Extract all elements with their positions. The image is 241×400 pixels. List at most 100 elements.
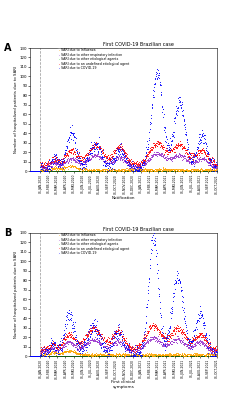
- Point: [30, 168, 33, 174]
- Point: [124, 168, 128, 174]
- Point: [113, 331, 117, 337]
- Point: [127, 168, 131, 174]
- Point: [55, 168, 59, 174]
- Point: [82, 166, 86, 172]
- Point: [163, 147, 167, 153]
- Point: [88, 352, 92, 359]
- Point: [122, 338, 126, 344]
- Point: [44, 167, 48, 173]
- Point: [132, 346, 136, 352]
- Point: [122, 148, 126, 154]
- Point: [91, 322, 95, 328]
- Point: [75, 165, 79, 171]
- Point: [128, 347, 132, 353]
- Point: [142, 331, 146, 337]
- Point: [136, 163, 140, 169]
- Point: [130, 353, 134, 359]
- Point: [162, 341, 166, 348]
- Point: [154, 352, 158, 358]
- Point: [203, 156, 207, 162]
- Point: [136, 168, 140, 174]
- Point: [37, 353, 41, 359]
- Point: [200, 341, 204, 348]
- Point: [128, 348, 132, 355]
- Point: [29, 168, 33, 174]
- Point: [158, 152, 162, 158]
- Legend: SARI due to Influenza, SARI due to other respiratory infection, SARI due to othe: SARI due to Influenza, SARI due to other…: [58, 48, 129, 70]
- Point: [50, 157, 54, 163]
- Point: [161, 144, 165, 150]
- Point: [69, 164, 73, 170]
- Point: [32, 168, 36, 174]
- Point: [33, 168, 36, 174]
- Point: [205, 166, 209, 172]
- Point: [184, 341, 188, 347]
- Point: [67, 352, 71, 359]
- Point: [128, 167, 132, 173]
- Point: [74, 334, 78, 341]
- Point: [208, 159, 211, 165]
- Point: [181, 156, 184, 163]
- Point: [133, 160, 136, 166]
- Point: [179, 287, 183, 294]
- Point: [66, 330, 70, 336]
- Point: [62, 156, 66, 163]
- Point: [214, 352, 217, 359]
- Point: [187, 168, 191, 174]
- Point: [199, 308, 203, 314]
- Point: [136, 163, 140, 169]
- Point: [196, 158, 200, 165]
- Point: [204, 152, 208, 158]
- Point: [79, 159, 83, 166]
- Point: [138, 348, 142, 354]
- Point: [197, 167, 201, 173]
- Point: [60, 352, 64, 359]
- Point: [152, 351, 155, 358]
- Point: [87, 166, 91, 173]
- Point: [113, 168, 117, 174]
- Point: [92, 146, 95, 152]
- Point: [69, 129, 73, 136]
- Point: [32, 353, 36, 359]
- Point: [34, 168, 38, 174]
- Point: [184, 168, 187, 174]
- Point: [114, 352, 118, 359]
- Point: [102, 168, 106, 174]
- Point: [168, 167, 172, 173]
- Point: [91, 166, 95, 173]
- Point: [109, 166, 113, 173]
- Point: [101, 340, 105, 346]
- Point: [173, 280, 177, 286]
- Point: [46, 158, 50, 165]
- Point: [192, 352, 196, 358]
- Point: [29, 353, 33, 359]
- Point: [94, 322, 98, 328]
- Point: [120, 328, 124, 335]
- Point: [192, 338, 195, 344]
- Point: [114, 352, 118, 358]
- Point: [112, 154, 115, 161]
- Point: [109, 346, 113, 353]
- Point: [101, 166, 105, 172]
- Point: [64, 146, 68, 153]
- Point: [133, 162, 137, 168]
- Point: [175, 145, 179, 151]
- Point: [71, 334, 74, 340]
- Point: [109, 158, 113, 164]
- Point: [189, 345, 193, 351]
- Point: [156, 168, 160, 174]
- Point: [117, 340, 121, 346]
- Point: [198, 154, 202, 161]
- Point: [104, 352, 108, 358]
- Point: [168, 167, 172, 173]
- Point: [157, 165, 161, 172]
- Point: [69, 330, 73, 337]
- Point: [39, 346, 43, 352]
- Point: [93, 334, 97, 341]
- Point: [168, 168, 172, 174]
- Point: [111, 156, 115, 163]
- Point: [182, 341, 186, 347]
- Point: [83, 341, 87, 347]
- Point: [99, 331, 103, 338]
- Point: [33, 168, 37, 174]
